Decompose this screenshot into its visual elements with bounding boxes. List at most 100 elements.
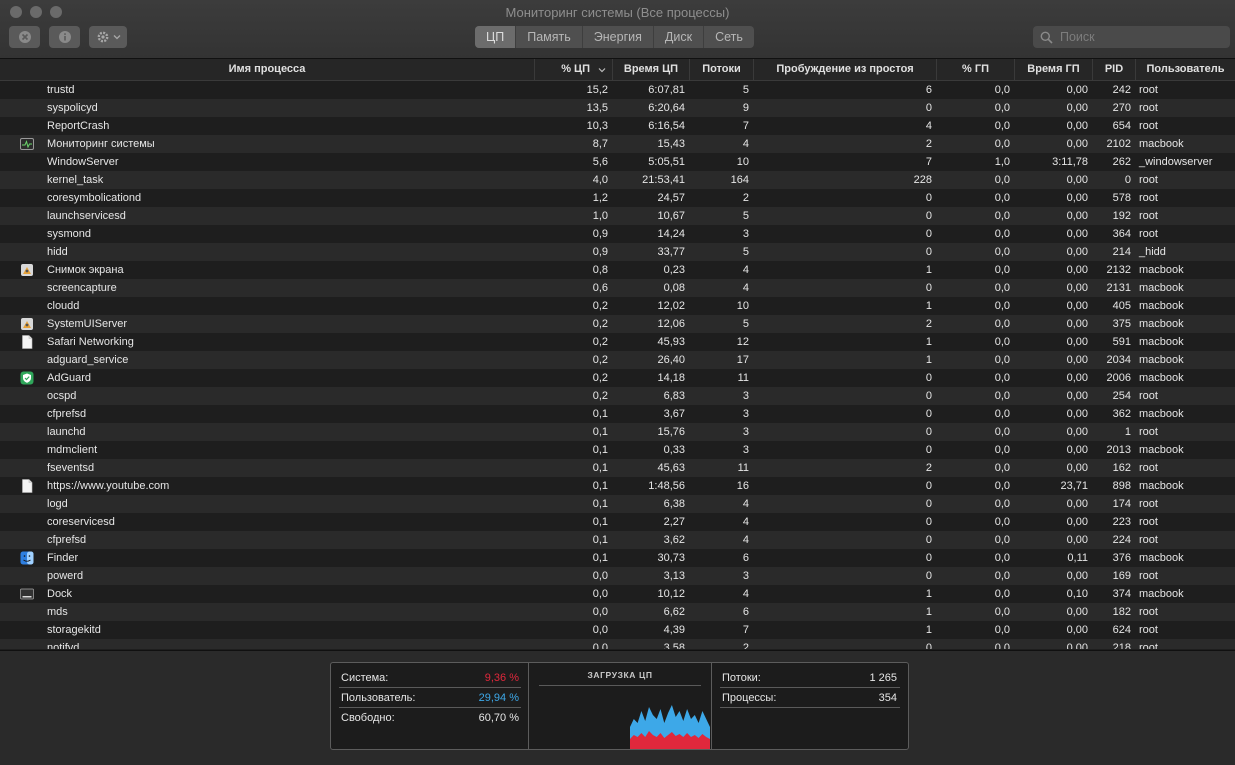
zoom-window-button[interactable]: [50, 6, 62, 18]
table-row[interactable]: storagekitd 0,0 4,39 7 1 0,0 0,00 624 root: [0, 621, 1235, 639]
table-row[interactable]: cloudd 0,2 12,02 10 1 0,0 0,00 405 macbook: [0, 297, 1235, 315]
table-row[interactable]: adguard_service 0,2 26,40 17 1 0,0 0,00 2034 mac…: [0, 351, 1235, 369]
process-name: WindowServer: [47, 156, 119, 168]
table-row[interactable]: powerd 0,0 3,13 3 0 0,0 0,00 169 root: [0, 567, 1235, 585]
table-row[interactable]: screencapture 0,6 0,08 4 0 0,0 0,00 2131 macbook: [0, 279, 1235, 297]
cpu-load-graph: [630, 705, 710, 749]
cell-wake: 0: [925, 282, 932, 294]
table-row[interactable]: WindowServer 5,6 5:05,51 10 7 1,0 3:11,78 262 _w…: [0, 153, 1235, 171]
cell-wake: 1: [925, 264, 932, 276]
table-row[interactable]: fseventsd 0,1 45,63 11 2 0,0 0,00 162 root: [0, 459, 1235, 477]
cell-user: macbook: [1139, 552, 1184, 564]
table-row[interactable]: mds 0,0 6,62 6 1 0,0 0,00 182 root: [0, 603, 1235, 621]
table-row[interactable]: cfprefsd 0,1 3,67 3 0 0,0 0,00 362 macbook: [0, 405, 1235, 423]
cell-cpu: 0,1: [592, 444, 608, 456]
cell-wake: 0: [925, 534, 932, 546]
cell-user: _windowserver: [1139, 156, 1213, 168]
tab-network[interactable]: Сеть: [715, 30, 743, 44]
table-row[interactable]: ReportCrash 10,3 6:16,54 7 4 0,0 0,00 654 root: [0, 117, 1235, 135]
table-row[interactable]: Safari Networking 0,2 45,93 12 1 0,0 0,00 591 ma…: [0, 333, 1235, 351]
column-header-threads[interactable]: Потоки: [690, 59, 754, 80]
table-row[interactable]: coreservicesd 0,1 2,27 4 0 0,0 0,00 223 root: [0, 513, 1235, 531]
tab-energy[interactable]: Энергия: [583, 26, 654, 48]
table-row[interactable]: Finder 0,1 30,73 6 0 0,0 0,11 376 macbook: [0, 549, 1235, 567]
cell-gpu: 0,0: [994, 426, 1010, 438]
cell-user: root: [1139, 570, 1158, 582]
separator: [339, 707, 521, 708]
table-row[interactable]: syspolicyd 13,5 6:20,64 9 0 0,0 0,00 270 root: [0, 99, 1235, 117]
table-row[interactable]: Мониторинг системы 8,7 15,43 4 2 0,0 0,00 2102 m…: [0, 135, 1235, 153]
cell-gtime: 0,00: [1066, 138, 1088, 150]
column-header-name[interactable]: Имя процесса: [0, 59, 535, 80]
cell-wake: 228: [913, 174, 932, 186]
cell-user: root: [1139, 390, 1158, 402]
cell-gtime: 0,00: [1066, 84, 1088, 96]
process-name: adguard_service: [47, 354, 129, 366]
table-row[interactable]: logd 0,1 6,38 4 0 0,0 0,00 174 root: [0, 495, 1235, 513]
cell-time: 10,67: [657, 210, 685, 222]
search-input[interactable]: [1058, 29, 1222, 45]
column-header-cpu-time[interactable]: Время ЦП: [613, 59, 690, 80]
cell-threads: 2: [742, 192, 749, 204]
column-header-user[interactable]: Пользователь: [1146, 63, 1225, 75]
cell-threads: 5: [742, 210, 749, 222]
cell-user: macbook: [1139, 264, 1184, 276]
process-info-button[interactable]: [49, 26, 80, 48]
quit-process-button[interactable]: [9, 26, 40, 48]
cell-pid: 218: [1112, 642, 1131, 649]
cell-wake: 1: [925, 588, 932, 600]
cell-cpu: 15,2: [586, 84, 608, 96]
table-row[interactable]: AdGuard 0,2 14,18 11 0 0,0 0,00 2006 macbook: [0, 369, 1235, 387]
column-header-pid[interactable]: PID: [1093, 59, 1136, 80]
process-name: hidd: [47, 246, 68, 258]
process-name: cloudd: [47, 300, 80, 312]
column-header-idle-wakeups[interactable]: Пробуждение из простоя: [754, 59, 937, 80]
process-name: cfprefsd: [47, 408, 87, 420]
tab-cpu[interactable]: ЦП: [475, 26, 517, 48]
cell-user: macbook: [1139, 444, 1184, 456]
tab-memory[interactable]: Память: [516, 26, 583, 48]
cell-time: 15,43: [657, 138, 685, 150]
table-row[interactable]: notifyd 0,0 3,58 2 0 0,0 0,00 218 root: [0, 639, 1235, 649]
table-row[interactable]: launchd 0,1 15,76 3 0 0,0 0,00 1 root: [0, 423, 1235, 441]
column-header-cpu[interactable]: % ЦП: [535, 59, 613, 80]
cell-gtime: 0,00: [1066, 192, 1088, 204]
table-row[interactable]: https://www.youtube.com 0,1 1:48,56 16 0 0,0 2…: [0, 477, 1235, 495]
table-row[interactable]: SystemUIServer 0,2 12,06 5 2 0,0 0,00 375 macboo…: [0, 315, 1235, 333]
minimize-window-button[interactable]: [30, 6, 42, 18]
tab-disk[interactable]: Диск: [654, 26, 705, 48]
table-row[interactable]: cfprefsd 0,1 3,62 4 0 0,0 0,00 224 root: [0, 531, 1235, 549]
cell-user: root: [1139, 624, 1158, 636]
cell-pid: 578: [1112, 192, 1131, 204]
cell-time: 3,13: [663, 570, 685, 582]
table-row[interactable]: launchservicesd 1,0 10,67 5 0 0,0 0,00 192 root: [0, 207, 1235, 225]
table-row[interactable]: hidd 0,9 33,77 5 0 0,0 0,00 214 _hidd: [0, 243, 1235, 261]
table-row[interactable]: trustd 15,2 6:07,81 5 6 0,0 0,00 242 root: [0, 81, 1235, 99]
cell-wake: 0: [925, 372, 932, 384]
table-row[interactable]: Dock 0,0 10,12 4 1 0,0 0,10 374 macbook: [0, 585, 1235, 603]
process-name: powerd: [47, 570, 84, 582]
cell-pid: 254: [1112, 390, 1131, 402]
table-row[interactable]: Снимок экрана 0,8 0,23 4 1 0,0 0,00 2132 macbook: [0, 261, 1235, 279]
column-header-gpu[interactable]: % ГП: [937, 59, 1015, 80]
table-row[interactable]: kernel_task 4,0 21:53,41 164 228 0,0 0,00 0 root: [0, 171, 1235, 189]
cell-wake: 6: [925, 84, 932, 96]
close-window-button[interactable]: [10, 6, 22, 18]
cell-user: root: [1139, 534, 1158, 546]
table-row[interactable]: sysmond 0,9 14,24 3 0 0,0 0,00 364 root: [0, 225, 1235, 243]
window-titlebar: Мониторинг системы (Все процессы) ЦП Пам…: [0, 0, 1235, 59]
cell-gtime: 3:11,78: [1052, 156, 1088, 168]
cell-gtime: 0,00: [1066, 174, 1088, 186]
cell-pid: 376: [1112, 552, 1131, 564]
table-row[interactable]: coresymbolicationd 1,2 24,57 2 0 0,0 0,00 578 ro…: [0, 189, 1235, 207]
cell-threads: 4: [742, 534, 749, 546]
search-box: [1033, 26, 1230, 48]
column-header-gpu-time[interactable]: Время ГП: [1015, 59, 1093, 80]
gear-icon: [97, 31, 108, 43]
table-row[interactable]: mdmclient 0,1 0,33 3 0 0,0 0,00 2013 macbook: [0, 441, 1235, 459]
actions-menu-button[interactable]: [89, 26, 127, 48]
cell-threads: 3: [742, 444, 749, 456]
cell-threads: 4: [742, 282, 749, 294]
table-row[interactable]: ocspd 0,2 6,83 3 0 0,0 0,00 254 root: [0, 387, 1235, 405]
cell-threads: 164: [730, 174, 749, 186]
